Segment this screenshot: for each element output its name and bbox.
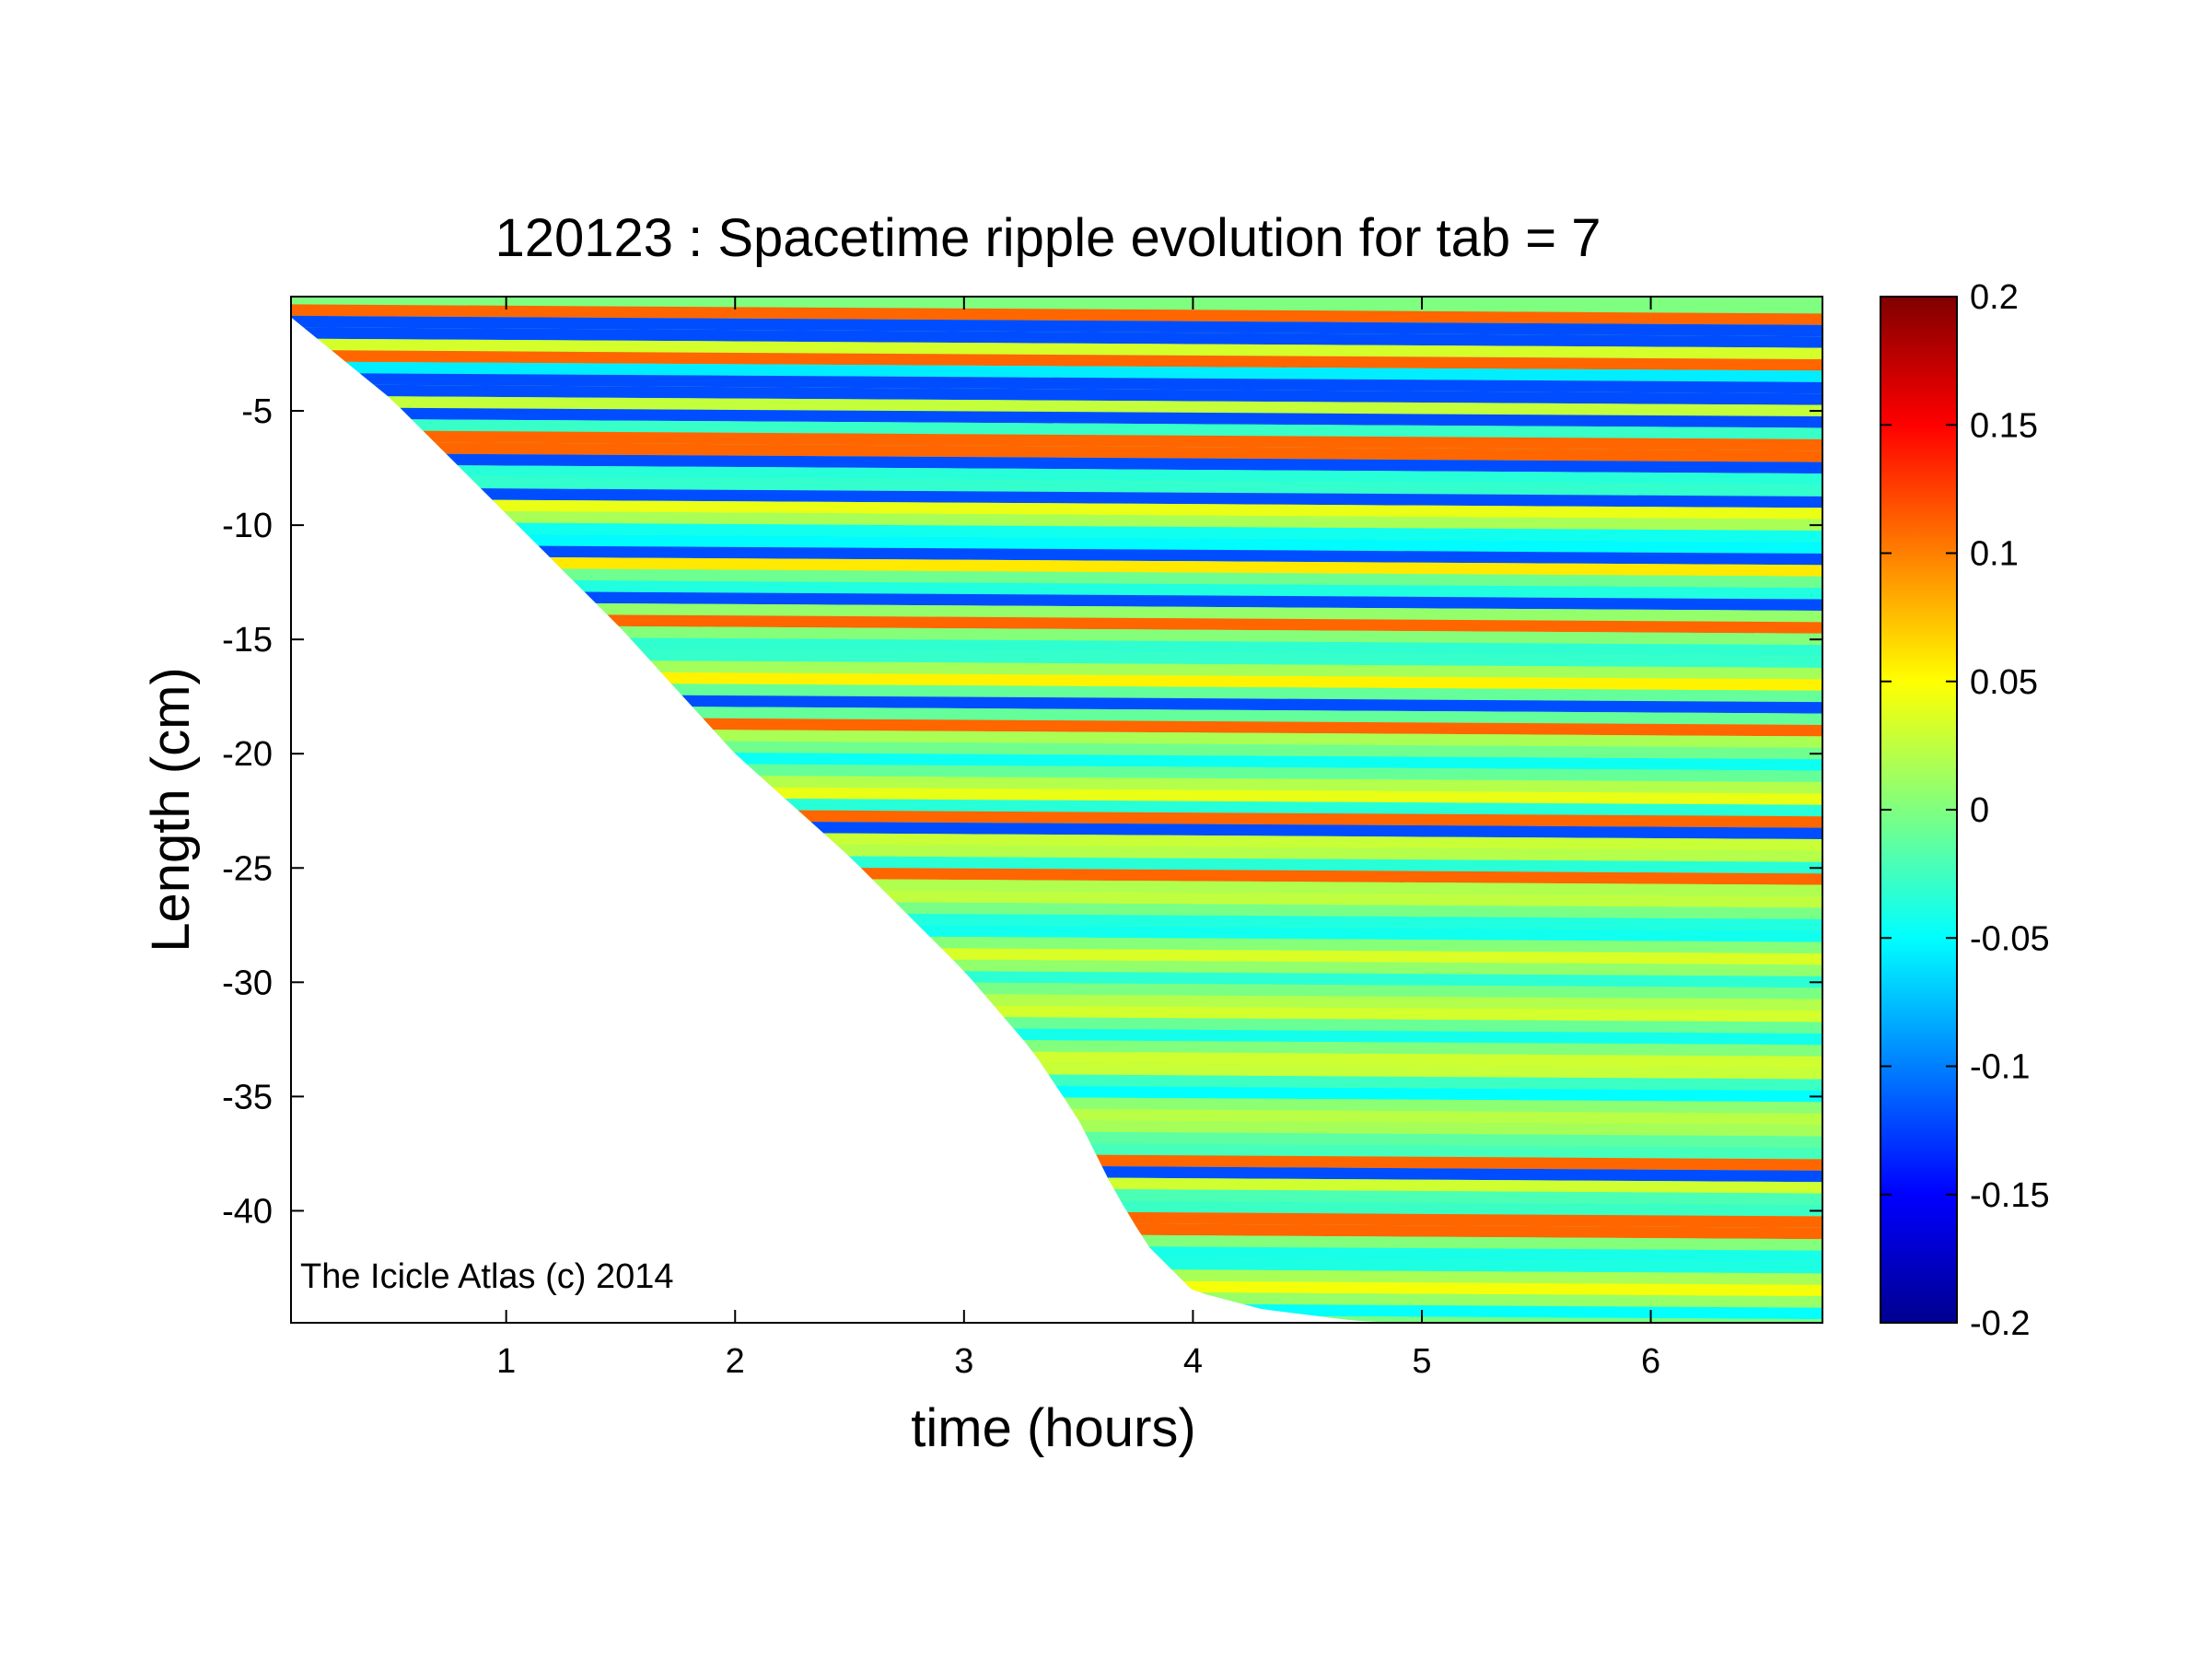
heatmap-band — [291, 555, 1822, 577]
heatmap-band — [291, 613, 1822, 634]
heatmap-band — [291, 543, 1822, 566]
heatmap-band — [291, 304, 1822, 325]
x-tick-label: 3 — [954, 1342, 973, 1381]
y-axis-label: Length (cm) — [141, 667, 201, 952]
heatmap-band — [291, 464, 1822, 485]
colorbar-tick-label: 0.2 — [1970, 278, 2019, 317]
colorbar — [1880, 296, 1958, 1324]
heatmap-band — [291, 532, 1822, 554]
heatmap-band — [291, 327, 1822, 348]
colorbar-tick-label: 0.1 — [1970, 535, 2019, 574]
heatmap-band — [291, 590, 1822, 611]
heatmap-band — [291, 486, 1822, 508]
y-tick-label: -35 — [222, 1078, 273, 1116]
y-axis: -5 -10 -15 -20 -25 -30 -35 -40 — [222, 392, 1822, 1231]
heatmap — [291, 297, 1822, 1323]
heatmap-band — [291, 338, 1822, 360]
heatmap-band — [291, 297, 1822, 314]
heatmap-band — [291, 418, 1822, 439]
y-tick-label: -5 — [241, 392, 273, 431]
heatmap-band — [291, 452, 1822, 474]
x-tick-label: 2 — [726, 1342, 745, 1381]
heatmap-band — [291, 636, 1822, 657]
heatmap-band — [291, 361, 1822, 382]
heatmap-band — [291, 372, 1822, 394]
x-tick-label: 5 — [1412, 1342, 1431, 1381]
heatmap-band — [291, 315, 1822, 337]
heatmap-band — [291, 647, 1822, 668]
heatmap-band — [291, 407, 1822, 428]
y-tick-label: -25 — [222, 849, 273, 888]
heatmap-band — [291, 475, 1822, 497]
heatmap-band — [291, 601, 1822, 623]
watermark: The Icicle Atlas (c) 2014 — [300, 1257, 674, 1296]
y-tick-label: -20 — [222, 735, 273, 774]
y-tick-label: -15 — [222, 621, 273, 660]
colorbar-tick-label: -0.15 — [1970, 1176, 2050, 1215]
y-tick-label: -40 — [222, 1192, 273, 1231]
heatmap-band — [291, 578, 1822, 600]
x-axis: 1 2 3 4 5 6 — [496, 297, 1660, 1381]
colorbar-tick-label: 0.05 — [1970, 663, 2038, 702]
y-tick-label: -30 — [222, 964, 273, 1002]
heatmap-band — [291, 567, 1822, 589]
heatmap-band — [291, 624, 1822, 646]
heatmap-band — [291, 509, 1822, 532]
heatmap-band — [291, 429, 1822, 451]
heatmap-band — [291, 350, 1822, 371]
colorbar-tick-label: -0.1 — [1970, 1048, 2030, 1087]
heatmap-band — [291, 658, 1822, 680]
colorbar-tick-label: 0.15 — [1970, 406, 2038, 445]
x-tick-label: 1 — [496, 1342, 516, 1381]
heatmap-band — [291, 498, 1822, 520]
x-tick-label: 4 — [1183, 1342, 1203, 1381]
x-tick-label: 6 — [1641, 1342, 1660, 1381]
heatmap-band — [291, 384, 1822, 405]
colorbar-tick-label: -0.2 — [1970, 1304, 2030, 1343]
heatmap-band — [291, 441, 1822, 462]
heatmap-band — [291, 395, 1822, 417]
heatmap-band — [291, 521, 1822, 543]
colorbar-tick-label: 0 — [1970, 791, 1989, 830]
plot-frame — [290, 296, 1823, 1324]
y-tick-label: -10 — [222, 507, 273, 545]
colorbar-tick-label: -0.05 — [1970, 919, 2050, 958]
colorbar-ticks: 0.2 0.15 0.1 0.05 0 -0.05 -0.1 -0.15 -0.2 — [1880, 278, 2050, 1343]
chart-title: 120123 : Spacetime ripple evolution for … — [495, 208, 1601, 268]
heatmap-band — [291, 670, 1822, 691]
x-axis-label: time (hours) — [911, 1398, 1195, 1458]
